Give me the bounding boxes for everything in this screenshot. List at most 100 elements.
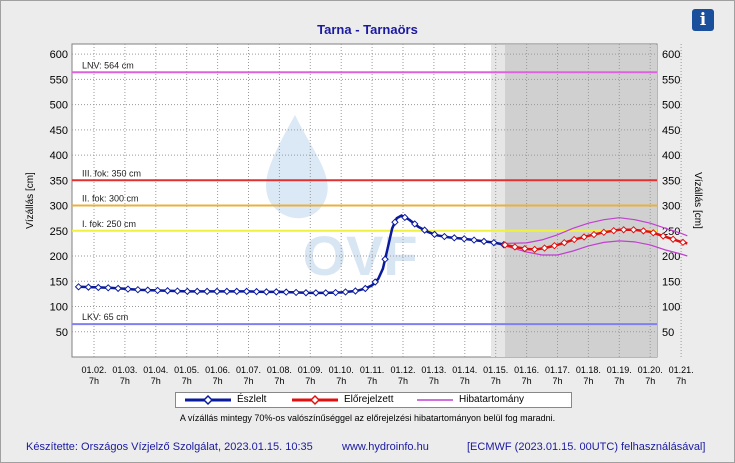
y-tick-label-left: 600 bbox=[50, 49, 68, 61]
forecast-marker bbox=[629, 226, 638, 234]
forecast-marker bbox=[560, 238, 569, 247]
threshold-label: III. fok: 350 cm bbox=[82, 168, 141, 178]
chart-title: Tarna - Tarnaörs bbox=[317, 22, 418, 37]
y-tick-label-left: 350 bbox=[50, 175, 68, 187]
legend-error-swatch bbox=[417, 399, 453, 401]
y-tick-label-left: 150 bbox=[50, 276, 68, 288]
footer-website-link[interactable]: www.hydroinfo.hu bbox=[342, 441, 429, 453]
x-tick-hour: 7h bbox=[305, 376, 315, 386]
y-tick-label-right: 50 bbox=[662, 327, 674, 339]
y-tick-label-left: 550 bbox=[50, 74, 68, 86]
threshold-label: II. fok: 300 cm bbox=[82, 194, 139, 204]
observed-marker bbox=[420, 226, 429, 234]
forecast-marker bbox=[669, 235, 677, 243]
error-band-upper bbox=[504, 217, 688, 244]
legend bbox=[175, 392, 572, 408]
legend-observed-swatch bbox=[185, 394, 231, 406]
observed-marker bbox=[233, 287, 241, 296]
x-tick-date: 01.10. bbox=[329, 365, 354, 375]
x-tick-date: 01.21. bbox=[669, 365, 694, 375]
y-tick-label-right: 500 bbox=[662, 100, 680, 112]
observed-marker bbox=[470, 236, 478, 244]
observed-marker bbox=[223, 287, 231, 296]
x-tick-hour: 7h bbox=[151, 376, 161, 386]
y-tick-label-left: 300 bbox=[50, 201, 68, 213]
observed-marker bbox=[134, 285, 142, 294]
footer-model: [ECMWF (2023.01.15. 00UTC) felhasználásá… bbox=[467, 441, 706, 453]
forecast-marker bbox=[540, 244, 549, 252]
observed-marker bbox=[203, 287, 211, 296]
x-tick-hour: 7h bbox=[460, 376, 470, 386]
observed-marker bbox=[282, 288, 290, 296]
y-tick-label-left: 400 bbox=[50, 150, 68, 162]
x-tick-hour: 7h bbox=[552, 376, 562, 386]
threshold-label: I. fok: 250 cm bbox=[82, 219, 136, 229]
x-tick-date: 01.13. bbox=[421, 365, 446, 375]
x-tick-hour: 7h bbox=[213, 376, 223, 386]
legend-error-label: Hibatartomány bbox=[459, 394, 525, 405]
y-tick-label-right: 550 bbox=[662, 74, 680, 86]
x-tick-date: 01.20. bbox=[638, 365, 663, 375]
y-tick-label-right: 300 bbox=[662, 201, 680, 213]
x-tick-hour: 7h bbox=[182, 376, 192, 386]
observed-marker bbox=[163, 287, 172, 295]
observed-marker bbox=[124, 285, 132, 293]
x-tick-date: 01.14. bbox=[452, 365, 477, 375]
x-tick-hour: 7h bbox=[583, 376, 593, 386]
y-tick-label-left: 100 bbox=[50, 302, 68, 314]
observed-marker bbox=[104, 284, 112, 292]
observed-marker bbox=[401, 213, 409, 222]
observed-marker bbox=[74, 283, 83, 291]
forecast-marker bbox=[501, 241, 509, 249]
observed-marker bbox=[144, 286, 152, 294]
y-tick-label-right: 100 bbox=[662, 302, 680, 314]
observed-marker bbox=[391, 218, 399, 226]
forecast-marker bbox=[550, 241, 559, 250]
observed-marker bbox=[450, 234, 459, 242]
forecast-marker bbox=[649, 229, 657, 237]
x-tick-hour: 7h bbox=[367, 376, 377, 386]
observed-marker bbox=[460, 235, 468, 243]
x-tick-hour: 7h bbox=[676, 376, 686, 386]
observed-marker bbox=[381, 255, 389, 263]
forecast-marker bbox=[511, 243, 519, 251]
x-tick-hour: 7h bbox=[243, 376, 253, 386]
observed-marker bbox=[480, 237, 488, 246]
forecast-marker bbox=[580, 233, 588, 241]
x-tick-hour: 7h bbox=[336, 376, 346, 386]
forecast-marker bbox=[659, 232, 667, 240]
x-tick-date: 01.05. bbox=[174, 365, 199, 375]
observed-marker bbox=[272, 288, 281, 296]
info-icon[interactable]: i bbox=[692, 9, 714, 31]
observed-marker bbox=[213, 287, 221, 296]
observed-marker bbox=[183, 287, 192, 296]
y-tick-label-left: 500 bbox=[50, 100, 68, 112]
forecast-marker bbox=[570, 235, 578, 244]
observed-marker bbox=[302, 289, 310, 297]
legend-forecast-swatch bbox=[292, 394, 338, 406]
x-tick-date: 01.16. bbox=[514, 365, 539, 375]
observed-marker bbox=[94, 283, 103, 292]
y-tick-label-left: 250 bbox=[50, 226, 68, 238]
observed-marker bbox=[114, 284, 122, 293]
x-tick-date: 01.04. bbox=[143, 365, 168, 375]
observed-marker bbox=[252, 287, 261, 296]
x-tick-hour: 7h bbox=[120, 376, 130, 386]
x-tick-date: 01.03. bbox=[112, 365, 137, 375]
observed-marker bbox=[361, 284, 370, 293]
x-tick-date: 01.15. bbox=[483, 365, 508, 375]
x-tick-date: 01.02. bbox=[81, 365, 106, 375]
legend-forecast-label: Előrejelzett bbox=[344, 394, 394, 405]
x-tick-date: 01.06. bbox=[205, 365, 230, 375]
x-tick-date: 01.19. bbox=[607, 365, 632, 375]
observed-marker bbox=[351, 287, 360, 295]
watermark-drop-icon bbox=[266, 115, 328, 219]
x-tick-date: 01.11. bbox=[360, 365, 384, 375]
x-tick-date: 01.08. bbox=[267, 365, 292, 375]
y-axis-title-right: Vízállás [cm] bbox=[692, 172, 703, 229]
y-axis-title-left: Vízállás [cm] bbox=[25, 172, 36, 229]
legend-observed-label: Észlelt bbox=[237, 394, 267, 405]
x-tick-date: 01.09. bbox=[298, 365, 323, 375]
observed-marker bbox=[371, 278, 379, 286]
x-tick-hour: 7h bbox=[491, 376, 501, 386]
